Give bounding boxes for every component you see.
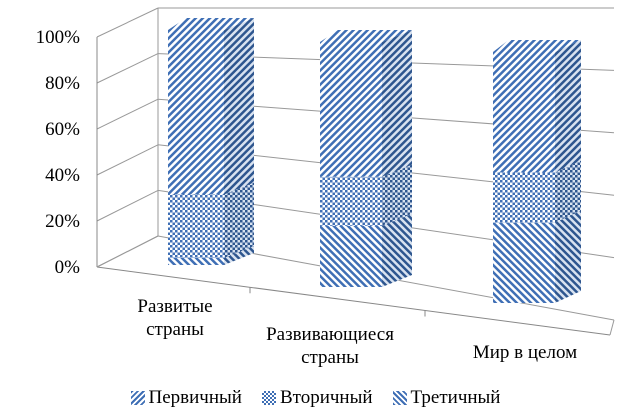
category-label-line: страны — [146, 319, 204, 340]
legend-item-secondary: Вторичный — [261, 387, 373, 409]
category-label-line: страны — [301, 347, 359, 368]
bar-side-secondary — [382, 164, 412, 226]
legend-item-tertiary: Третичный — [392, 387, 501, 409]
grid-line-side — [96, 189, 159, 222]
y-tick-label: 20% — [45, 211, 80, 232]
legend-label-secondary: Вторичный — [279, 387, 373, 408]
y-tick-label: 40% — [45, 165, 80, 186]
grid-line-side — [96, 7, 159, 38]
bar-segment-secondary — [168, 194, 224, 258]
bar-top-tertiary — [168, 18, 254, 30]
category-label-line: Развивающиеся — [266, 324, 394, 345]
legend-swatch-primary — [130, 391, 145, 405]
bar-segment-primary — [168, 257, 224, 265]
stacked-bar-chart: 0%20%40%60%80%100% Развитые страны Развива… — [36, 7, 615, 368]
bar-segment-primary — [493, 222, 555, 303]
bar-side-primary — [224, 245, 254, 265]
axes — [96, 8, 615, 336]
bar-side-tertiary — [382, 30, 412, 177]
bar-segment-secondary — [320, 176, 382, 226]
x-axis-line — [96, 266, 611, 336]
bar-side-tertiary — [224, 18, 254, 195]
y-tick-label: 80% — [45, 73, 80, 94]
category-label: Мир в целом — [473, 342, 577, 363]
grid-line-side — [96, 144, 159, 176]
category-label: Развитые страны — [137, 296, 212, 340]
y-tick-label: 0% — [55, 257, 81, 278]
bar-top-tertiary — [493, 40, 581, 52]
bar-side-secondary — [555, 160, 581, 223]
legend-item-primary: Первичный — [130, 387, 242, 409]
grid-line-side — [96, 98, 159, 130]
bar-side-primary — [555, 210, 581, 303]
bar-segment-tertiary — [493, 52, 555, 173]
bar-segment-tertiary — [320, 42, 382, 177]
legend-swatch-secondary — [261, 391, 276, 405]
bar-side-secondary — [224, 182, 254, 258]
bar-side-primary — [382, 213, 412, 287]
bar-segment-primary — [320, 225, 382, 287]
grid-line-side — [96, 53, 159, 84]
category-labels: Развитые страны Развивающиеся страны Мир в ц… — [137, 296, 577, 368]
bar-side-tertiary — [555, 40, 581, 173]
category-label-line: Развитые — [137, 296, 212, 317]
bar-segment-secondary — [493, 172, 555, 223]
legend: Первичный Вторичный Третичный — [0, 384, 631, 412]
category-label: Развивающиеся страны — [266, 324, 394, 368]
legend-swatch-tertiary — [392, 391, 407, 405]
bars — [168, 18, 581, 303]
y-tick-label: 60% — [45, 119, 80, 140]
floor-left-edge — [96, 235, 159, 268]
y-tick-label: 100% — [36, 27, 81, 48]
legend-label-primary: Первичный — [148, 387, 242, 408]
floor-right-edge — [609, 319, 615, 336]
legend-label-tertiary: Третичный — [410, 387, 501, 408]
bar-top-tertiary — [320, 30, 412, 42]
bar-segment-tertiary — [168, 30, 224, 195]
y-tick-labels: 0% 20% 40% 60% 80% 100% — [36, 27, 81, 278]
category-label-line: Мир в целом — [473, 342, 577, 363]
